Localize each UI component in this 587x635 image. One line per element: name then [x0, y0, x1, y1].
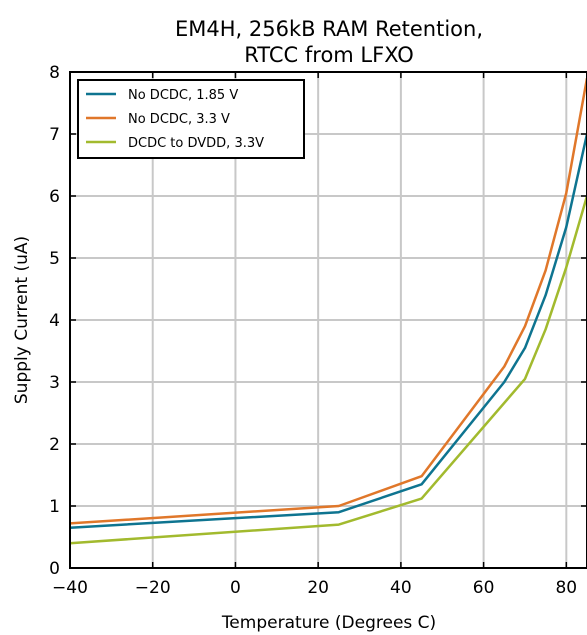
series-line-1 — [69, 133, 587, 529]
y-tick-label: 0 — [49, 559, 60, 579]
x-tick-label: 0 — [230, 578, 241, 598]
grid — [70, 72, 587, 568]
series-line-2 — [69, 77, 587, 525]
y-tick-label: 1 — [49, 497, 60, 517]
x-tick-label: −40 — [52, 578, 88, 598]
x-axis-ticks: −40 −20 0 20 40 60 80 — [52, 72, 577, 598]
y-tick-label: 3 — [49, 373, 60, 393]
y-tick-label: 5 — [49, 249, 60, 269]
y-tick-label: 2 — [49, 435, 60, 455]
series-lines — [69, 77, 587, 545]
y-tick-label: 6 — [49, 187, 60, 207]
legend-label-1: No DCDC, 1.85 V — [128, 88, 238, 103]
x-tick-label: 60 — [473, 578, 495, 598]
x-tick-label: −20 — [135, 578, 171, 598]
y-tick-label: 7 — [49, 125, 60, 145]
y-axis-label: Supply Current (uA) — [12, 236, 32, 404]
y-tick-label: 8 — [49, 63, 60, 83]
legend-label-3: DCDC to DVDD, 3.3V — [128, 136, 264, 151]
legend: No DCDC, 1.85 V No DCDC, 3.3 V DCDC to DVD… — [77, 79, 305, 159]
x-tick-label: 80 — [555, 578, 577, 598]
x-tick-label: 20 — [307, 578, 329, 598]
x-axis-label: Temperature (Degrees C) — [221, 613, 436, 633]
series-line-3 — [69, 195, 587, 545]
chart-title-line2: RTCC from LFXO — [244, 43, 414, 67]
chart-title-line1: EM4H, 256kB RAM Retention, — [175, 17, 483, 41]
y-axis-ticks: 0 1 2 3 4 5 6 7 8 — [49, 63, 587, 579]
y-tick-label: 4 — [49, 311, 60, 331]
x-tick-label: 40 — [390, 578, 412, 598]
legend-label-2: No DCDC, 3.3 V — [128, 112, 230, 127]
